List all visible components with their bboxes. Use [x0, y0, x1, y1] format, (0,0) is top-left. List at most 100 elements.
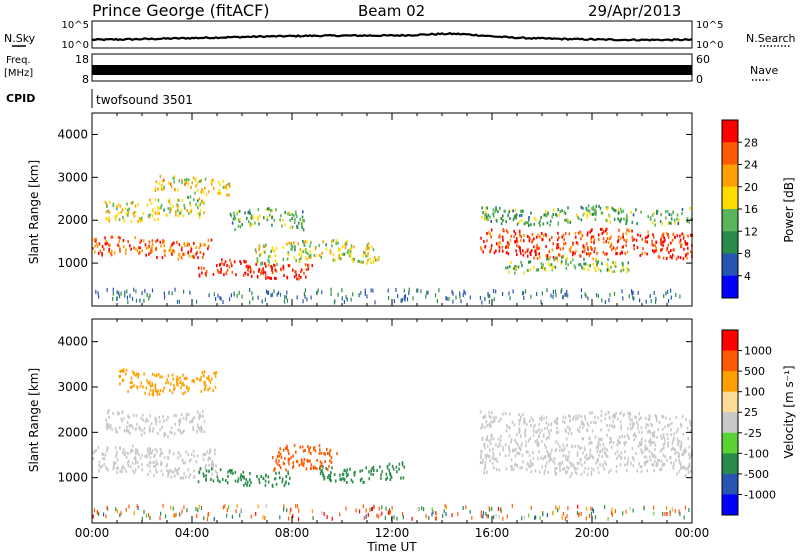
- power-panel-cell: [280, 214, 282, 218]
- velocity-panel-noise-cell: [423, 507, 425, 512]
- velocity-panel-cell: [672, 465, 674, 468]
- velocity-panel-cell: [285, 468, 287, 472]
- velocity-panel-cell: [687, 464, 690, 468]
- velocity-panel-cell: [641, 451, 644, 454]
- power-scatter: [92, 174, 693, 305]
- power-panel-cell: [266, 216, 269, 219]
- power-panel-cell: [120, 210, 122, 214]
- power-panel-cell: [188, 211, 190, 215]
- power-panel-cell: [332, 258, 335, 262]
- power-panel-cell: [495, 208, 497, 212]
- x-tick-label: 00:00: [75, 526, 110, 540]
- power-panel-cell: [197, 256, 199, 260]
- power-panel-cell: [172, 204, 174, 208]
- power-panel-cell: [236, 212, 238, 216]
- velocity-panel-cell: [293, 443, 296, 447]
- velocity-panel-cell: [651, 453, 654, 457]
- power-panel-cell: [224, 260, 227, 264]
- velocity-panel-cell: [639, 441, 641, 445]
- power-panel-cell: [366, 261, 368, 265]
- power-panel-cell: [174, 188, 176, 191]
- velocity-panel-cell: [530, 416, 533, 420]
- power-panel-cell: [196, 188, 199, 192]
- velocity-panel-cell: [662, 453, 665, 457]
- power-panel-cell: [574, 266, 577, 270]
- velocity-panel-cell: [276, 462, 279, 466]
- power-panel-cell: [592, 257, 594, 261]
- velocity-panel-cell: [670, 433, 672, 437]
- power-panel-cell: [352, 260, 354, 263]
- power-panel-cell: [176, 206, 179, 210]
- velocity-panel-cell: [214, 452, 216, 456]
- nsky-trace: [91, 32, 693, 42]
- power-panel-cell: [176, 240, 178, 244]
- power-panel-noise-cell: [487, 292, 489, 296]
- velocity-panel-cell: [156, 374, 158, 377]
- velocity-panel-cell: [122, 450, 124, 454]
- power-panel-noise-cell: [276, 292, 278, 297]
- power-panel-noise-cell: [345, 295, 347, 299]
- power-panel-cell: [492, 208, 495, 212]
- velocity-panel-cell: [597, 458, 599, 462]
- power-panel-cell: [651, 239, 653, 243]
- power-panel-cell: [564, 231, 567, 235]
- power-panel-cell: [331, 239, 333, 243]
- power-panel-cell: [287, 253, 290, 257]
- velocity-panel-cell: [391, 464, 394, 468]
- power-panel-cell: [228, 193, 230, 197]
- velocity-panel-cell: [152, 391, 155, 395]
- velocity-panel-cell: [319, 464, 322, 468]
- power-panel-cell: [161, 179, 164, 183]
- power-panel-cell: [572, 251, 574, 254]
- power-panel-cell: [116, 207, 118, 211]
- power-panel-cell: [350, 244, 353, 248]
- power-panel-cell: [103, 247, 105, 251]
- power-panel-cell: [517, 265, 520, 269]
- power-panel-cell: [139, 246, 141, 250]
- velocity-panel-cell: [676, 430, 678, 434]
- velocity-panel-cell: [680, 466, 682, 470]
- velocity-panel-cell: [556, 422, 558, 426]
- power-panel-cell: [350, 247, 353, 251]
- power-panel-cell: [105, 210, 108, 214]
- velocity-panel-cell: [124, 453, 126, 457]
- power-panel-cell: [199, 179, 202, 183]
- colorbar-swatch: [722, 453, 738, 475]
- velocity-panel-cell: [178, 467, 180, 470]
- power-panel-cell: [623, 238, 625, 242]
- velocity-panel-cell: [155, 422, 157, 426]
- power-panel-cell: [147, 214, 150, 218]
- velocity-panel-cell: [113, 464, 115, 468]
- velocity-panel-cell: [631, 447, 634, 451]
- power-panel-cell: [329, 251, 332, 255]
- velocity-panel-cell: [569, 428, 571, 432]
- power-panel-cell: [565, 266, 568, 270]
- power-panel-cell: [551, 267, 553, 271]
- velocity-panel-noise-cell: [288, 516, 290, 521]
- power-panel-noise-cell: [670, 295, 672, 300]
- power-panel-cell: [501, 245, 504, 249]
- velocity-panel-cell: [249, 472, 251, 475]
- power-panel-cell: [302, 218, 304, 222]
- velocity-panel-cell: [537, 457, 539, 461]
- velocity-panel-cell: [525, 444, 527, 448]
- velocity-panel-cell: [203, 420, 206, 423]
- velocity-panel-cell: [565, 437, 568, 441]
- power-panel-cell: [484, 245, 487, 249]
- power-panel-noise-cell: [310, 295, 312, 300]
- velocity-panel-cell: [359, 479, 362, 483]
- velocity-panel-cell: [150, 384, 152, 388]
- power-panel-cell: [625, 243, 627, 247]
- velocity-panel-cell: [99, 466, 102, 470]
- velocity-panel-noise-cell: [311, 509, 313, 514]
- velocity-panel-cell: [133, 384, 135, 388]
- power-panel-noise-cell: [670, 288, 672, 293]
- velocity-panel-cell: [607, 428, 610, 432]
- power-panel-cell: [117, 243, 119, 247]
- power-panel-cell: [104, 236, 106, 240]
- velocity-panel-cell: [197, 426, 200, 430]
- velocity-panel-cell: [116, 430, 118, 434]
- power-panel-cell: [500, 222, 503, 226]
- velocity-panel-cell: [619, 463, 622, 467]
- power-panel-cell: [662, 232, 665, 236]
